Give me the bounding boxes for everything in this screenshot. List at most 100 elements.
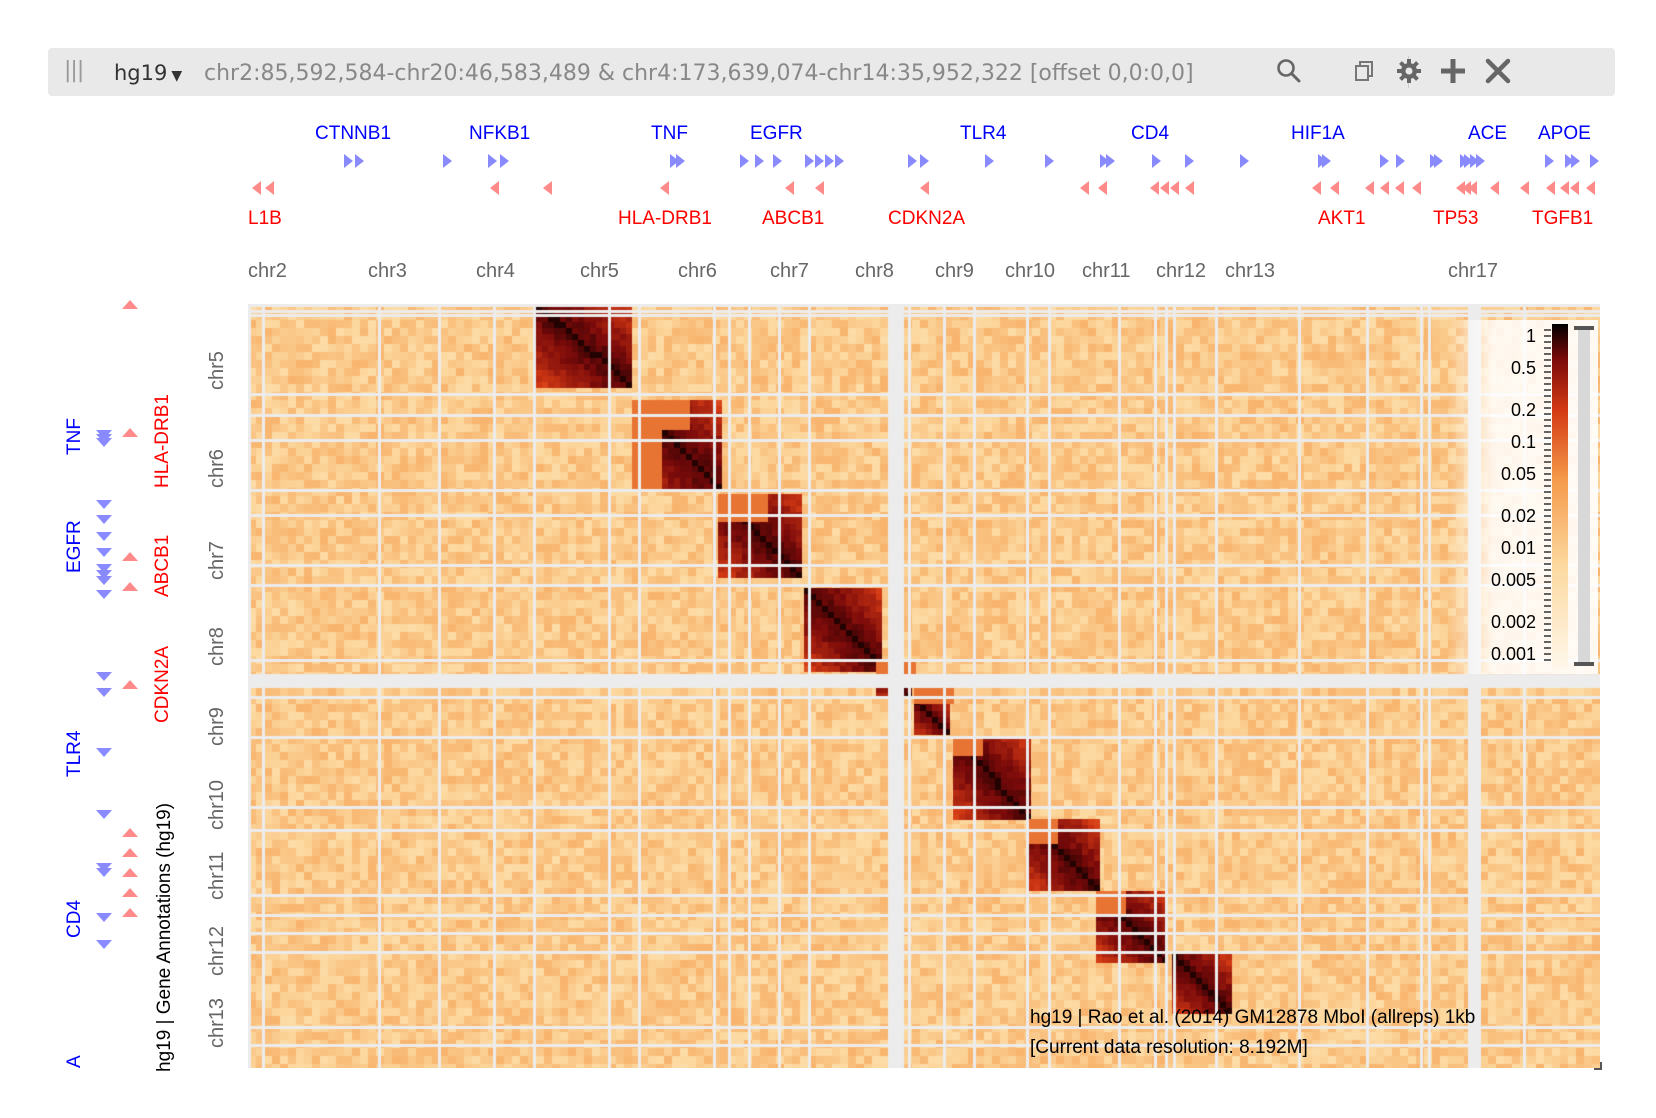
- gene-label[interactable]: ABCB1: [152, 534, 173, 597]
- strand-arrow: [1590, 154, 1599, 168]
- strand-arrow: [490, 181, 499, 195]
- colorbar-legend: 1 0.5 0.2 0.1 0.05 0.02 0.01 0.005 0.002…: [1448, 320, 1598, 674]
- strand-arrow: [908, 154, 917, 168]
- gene-label[interactable]: TP53: [1433, 208, 1479, 229]
- colorbar-tick: 0.001: [1490, 644, 1536, 664]
- colorbar-tick: 1: [1525, 326, 1536, 346]
- strand-arrow: [96, 500, 112, 509]
- locus-input[interactable]: chr2:85,592,584-chr20:46,583,489 & chr4:…: [204, 61, 1194, 86]
- strand-arrow: [1045, 154, 1054, 168]
- gene-label[interactable]: CD4: [64, 899, 85, 938]
- search-icon[interactable]: [1272, 54, 1306, 88]
- strand-arrow: [96, 515, 112, 524]
- strand-arrow: [122, 828, 138, 837]
- plus-icon[interactable]: [1436, 54, 1470, 88]
- strand-arrow: [1395, 181, 1404, 195]
- chromosome-label: chr11: [1082, 260, 1131, 282]
- gene-label[interactable]: ABCB1: [762, 208, 825, 229]
- strand-arrow: [96, 688, 112, 697]
- gear-icon[interactable]: [1392, 54, 1426, 88]
- gene-label[interactable]: TGFB1: [1532, 208, 1594, 229]
- strand-arrow: [676, 154, 685, 168]
- chevron-down-icon: ▼: [171, 68, 183, 84]
- gene-label[interactable]: AKT1: [1318, 208, 1366, 229]
- strand-arrow: [96, 548, 112, 557]
- strand-arrow: [1106, 154, 1115, 168]
- colorbar-tick: 0.2: [1510, 400, 1536, 420]
- view-header: ||| hg19 ▼ chr2:85,592,584-chr20:46,583,4…: [48, 48, 1615, 96]
- strand-arrow: [755, 154, 764, 168]
- gene-label[interactable]: A: [64, 1055, 85, 1068]
- gene-label[interactable]: TLR4: [64, 730, 85, 777]
- top-gene-arrows: [252, 154, 1599, 195]
- chromosome-label: chr17: [1448, 260, 1499, 282]
- hic-heatmap[interactable]: [248, 304, 1600, 1068]
- gene-label[interactable]: ACE: [1468, 123, 1508, 144]
- chromosome-label: chr13: [1225, 260, 1276, 282]
- strand-arrow: [1456, 181, 1465, 195]
- gene-label[interactable]: EGFR: [64, 520, 85, 573]
- strand-arrow: [815, 181, 824, 195]
- gene-label[interactable]: TNF: [64, 418, 85, 455]
- gene-label[interactable]: HLA-DRB1: [618, 208, 712, 229]
- gene-label[interactable]: NFKB1: [469, 123, 531, 144]
- strand-arrow: [1330, 181, 1339, 195]
- heatmap-info: hg19 | Rao et al. (2014) GM12878 MboI (a…: [1030, 1003, 1475, 1063]
- colorbar-tick: 0.002: [1490, 612, 1536, 632]
- strand-arrow: [265, 181, 274, 195]
- strand-arrow: [1571, 154, 1580, 168]
- chromosome-label: chr13: [206, 997, 228, 1048]
- gene-label[interactable]: CD4: [1131, 123, 1170, 144]
- strand-arrow: [96, 576, 112, 585]
- gene-label[interactable]: HIF1A: [1291, 123, 1345, 144]
- chromosome-label: chr12: [206, 925, 228, 976]
- heatmap-resolution: [Current data resolution: 8.192M]: [1030, 1037, 1308, 1058]
- strand-arrow: [96, 913, 112, 922]
- strand-arrow: [1476, 154, 1485, 168]
- resize-handle[interactable]: [1594, 1062, 1602, 1070]
- chromosome-label: chr12: [1156, 260, 1207, 282]
- chromosome-label: chr10: [206, 779, 228, 830]
- chromosome-label: chr4: [476, 260, 515, 282]
- chromosome-label: chr2: [248, 260, 287, 282]
- assembly-selector[interactable]: hg19 ▼: [114, 61, 182, 85]
- chromosome-label: chr9: [206, 707, 228, 746]
- strand-arrow: [122, 848, 138, 857]
- strand-arrow: [443, 154, 452, 168]
- strand-arrow: [96, 748, 112, 757]
- chromosome-label: chr7: [206, 541, 228, 580]
- strand-arrow: [355, 154, 364, 168]
- strand-arrow: [1312, 181, 1321, 195]
- gene-label[interactable]: TLR4: [960, 123, 1007, 144]
- gene-label[interactable]: HLA-DRB1: [152, 394, 173, 488]
- colorbar-tick: 0.05: [1500, 464, 1536, 484]
- colorbar-tick: 0.5: [1510, 358, 1536, 378]
- gene-label[interactable]: TNF: [651, 123, 688, 144]
- strand-arrow: [96, 564, 112, 573]
- strand-arrow: [670, 154, 679, 168]
- gene-label[interactable]: APOE: [1538, 123, 1591, 144]
- strand-arrow: [1322, 154, 1331, 168]
- strand-arrow: [122, 888, 138, 897]
- copy-icon[interactable]: [1348, 54, 1382, 88]
- strand-arrow: [1462, 181, 1471, 195]
- colorbar-tick: 0.1: [1510, 432, 1536, 452]
- strand-arrow: [920, 154, 929, 168]
- grip-icon[interactable]: |||: [64, 58, 84, 83]
- strand-arrow: [344, 154, 353, 168]
- strand-arrow: [543, 181, 552, 195]
- close-icon[interactable]: [1481, 54, 1515, 88]
- gene-label[interactable]: CTNNB1: [315, 123, 392, 144]
- gene-label[interactable]: CDKN2A: [888, 208, 966, 229]
- gene-label[interactable]: EGFR: [750, 123, 803, 144]
- chromosome-label: chr6: [678, 260, 717, 282]
- colorbar-tick: 0.005: [1490, 570, 1536, 590]
- strand-arrow: [1570, 181, 1579, 195]
- gene-label[interactable]: CDKN2A: [152, 645, 173, 723]
- strand-arrow: [122, 300, 138, 309]
- gene-label[interactable]: L1B: [248, 208, 282, 229]
- strand-arrow: [122, 680, 138, 689]
- strand-arrow: [96, 532, 112, 541]
- heatmap-dataset-name: hg19 | Rao et al. (2014) GM12878 MboI (a…: [1030, 1007, 1476, 1028]
- strand-arrow: [122, 582, 138, 591]
